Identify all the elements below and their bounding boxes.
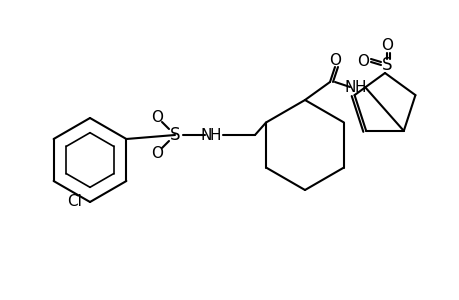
Text: Cl: Cl: [67, 194, 82, 209]
Text: S: S: [169, 126, 180, 144]
Text: H: H: [353, 80, 365, 94]
Text: O: O: [151, 110, 162, 124]
Text: N: N: [200, 128, 211, 142]
Text: N: N: [344, 80, 355, 94]
Text: O: O: [356, 53, 368, 68]
Text: H: H: [209, 128, 220, 142]
Text: O: O: [151, 146, 162, 160]
Text: O: O: [328, 52, 340, 68]
Text: O: O: [380, 38, 392, 52]
Text: S: S: [381, 56, 392, 74]
